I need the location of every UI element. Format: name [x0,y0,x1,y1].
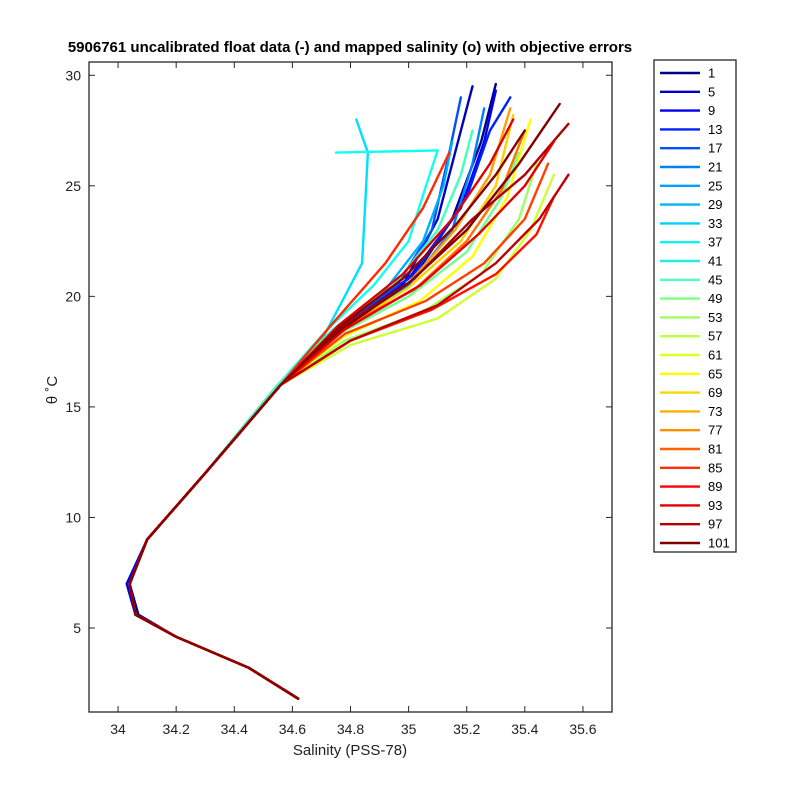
series-line-37 [128,129,474,700]
legend-label-57: 57 [708,329,722,344]
legend-label-61: 61 [708,348,722,363]
legend-label-73: 73 [708,404,722,419]
legend-label-13: 13 [708,122,722,137]
y-tick-label: 25 [65,178,81,194]
series-line-57 [128,113,515,700]
series-line-17 [128,96,463,700]
legend-label-65: 65 [708,366,722,381]
legend-label-25: 25 [708,178,722,193]
series-line-85 [128,102,561,700]
y-axis: 5 10 15 20 25 30 [65,67,612,636]
series-layer [125,82,570,700]
x-tick-label: 35 [401,721,417,737]
legend-box [653,59,737,553]
y-tick-label: 15 [65,399,81,415]
legend-label-93: 93 [708,498,722,513]
x-axis: 34 34.2 34.4 34.6 34.8 35 35.2 35.4 35.6 [110,62,597,737]
series-line-29 [128,118,370,700]
legend: 1 5 9 13 17 21 25 29 33 37 41 45 49 53 57 61 65 69 73 77 81 8… [653,59,737,553]
x-tick-label: 34.4 [221,721,248,737]
series-line-49 [128,173,556,700]
legend-label-49: 49 [708,291,722,306]
y-tick-label: 30 [65,67,81,83]
legend-label-33: 33 [708,216,722,231]
legend-label-97: 97 [708,517,722,532]
x-axis-label: Salinity (PSS-78) [293,742,407,759]
series-line-45 [128,162,538,700]
x-tick-label: 34.6 [279,721,306,737]
series-line-1 [128,82,497,700]
x-tick-label: 35.4 [511,721,538,737]
series-line-5 [125,85,474,700]
legend-label-101: 101 [708,536,730,551]
series-line-33 [128,149,439,700]
legend-label-21: 21 [708,160,722,175]
legend-label-1: 1 [708,66,715,81]
series-line-101 [128,129,526,700]
plot-area [88,61,613,713]
series-line-73 [128,195,556,700]
series-line-61 [128,107,512,700]
series-line-97 [128,173,570,700]
y-tick-label: 20 [65,288,81,304]
series-line-21 [128,107,486,700]
series-line-25 [128,140,454,700]
legend-label-85: 85 [708,460,722,475]
y-tick-label: 5 [73,620,81,636]
legend-label-77: 77 [708,423,722,438]
series-line-9 [125,89,497,700]
legend-label-5: 5 [708,84,715,99]
x-tick-label: 35.6 [569,721,596,737]
x-tick-label: 34.2 [163,721,190,737]
legend-label-37: 37 [708,235,722,250]
legend-label-89: 89 [708,479,722,494]
legend-label-17: 17 [708,141,722,156]
chart-title: 5906761 uncalibrated float data (-) and … [68,39,632,56]
series-line-13 [128,96,512,700]
legend-label-81: 81 [708,442,722,457]
legend-label-69: 69 [708,385,722,400]
plot-frame [88,61,613,713]
series-line-69 [128,162,550,700]
y-tick-label: 10 [65,509,81,525]
legend-label-41: 41 [708,254,722,269]
x-tick-label: 34.8 [337,721,364,737]
legend-label-45: 45 [708,272,722,287]
legend-label-9: 9 [708,103,715,118]
y-axis-label: θ ˚C [44,376,61,405]
series-line-89 [128,151,451,700]
x-tick-label: 35.2 [453,721,480,737]
x-tick-label: 34 [110,721,126,737]
legend-label-29: 29 [708,197,722,212]
legend-label-53: 53 [708,310,722,325]
